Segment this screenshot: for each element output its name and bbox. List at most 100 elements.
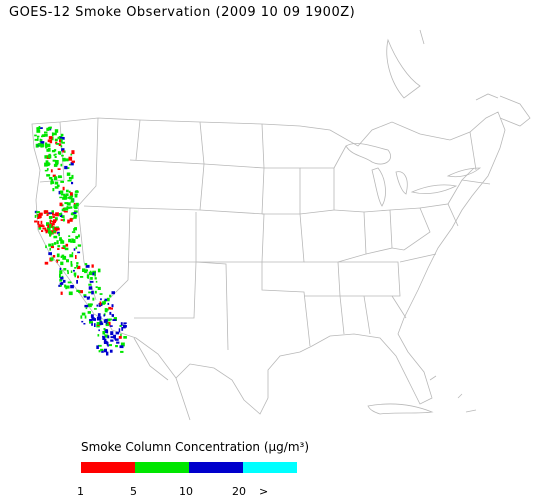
smoke-pixel xyxy=(52,214,56,216)
smoke-pixel xyxy=(59,202,63,207)
smoke-pixel xyxy=(71,198,74,203)
smoke-pixel xyxy=(89,319,93,322)
smoke-pixel xyxy=(100,348,104,351)
smoke-pixel xyxy=(44,162,48,167)
smoke-pixel xyxy=(59,190,64,194)
smoke-pixel xyxy=(65,193,69,196)
smoke-pixel xyxy=(86,274,89,278)
smoke-pixel xyxy=(64,247,69,251)
smoke-pixel xyxy=(56,240,59,245)
smoke-pixel xyxy=(59,213,63,217)
smoke-pixel xyxy=(53,219,55,222)
smoke-pixel xyxy=(44,131,48,134)
smoke-pixel xyxy=(97,313,101,317)
legend-swatch-10-20 xyxy=(189,462,243,473)
smoke-pixel xyxy=(56,184,60,188)
smoke-pixel xyxy=(40,141,45,144)
smoke-pixel xyxy=(61,247,64,249)
smoke-pixel xyxy=(95,280,98,283)
smoke-pixel xyxy=(59,284,62,287)
smoke-pixel xyxy=(111,304,114,308)
smoke-pixel xyxy=(39,224,44,227)
smoke-pixel xyxy=(50,257,54,261)
smoke-pixel xyxy=(75,255,77,259)
smoke-pixel xyxy=(61,215,65,218)
smoke-pixel xyxy=(58,175,62,179)
smoke-pixel xyxy=(40,143,45,147)
smoke-pixel xyxy=(108,318,112,321)
smoke-pixel xyxy=(62,196,66,200)
smoke-pixel xyxy=(56,143,60,145)
smoke-pixel xyxy=(49,139,53,144)
smoke-pixel xyxy=(98,329,100,332)
smoke-pixel xyxy=(67,206,71,209)
smoke-pixel xyxy=(52,221,55,226)
smoke-pixel xyxy=(44,210,49,214)
smoke-pixel xyxy=(112,319,117,321)
smoke-pixel xyxy=(90,321,93,324)
smoke-pixel xyxy=(61,154,64,157)
smoke-pixel xyxy=(54,217,58,221)
smoke-pixel xyxy=(109,325,113,327)
smoke-pixel xyxy=(60,212,62,215)
smoke-pixel xyxy=(71,231,76,233)
smoke-pixel xyxy=(71,160,75,163)
smoke-pixel xyxy=(60,261,64,266)
smoke-pixel xyxy=(54,138,58,142)
smoke-pixel xyxy=(62,186,65,191)
smoke-pixel xyxy=(77,275,79,279)
smoke-pixel xyxy=(77,251,81,254)
smoke-pixel xyxy=(59,282,62,287)
smoke-pixel xyxy=(90,277,93,280)
smoke-pixel xyxy=(84,315,87,319)
us-map xyxy=(31,29,531,421)
smoke-pixel xyxy=(96,322,101,325)
smoke-pixel xyxy=(59,267,62,271)
smoke-pixel xyxy=(54,181,59,185)
smoke-pixel xyxy=(57,136,60,139)
smoke-pixel xyxy=(47,230,52,234)
smoke-pixel xyxy=(91,322,93,326)
smoke-pixel xyxy=(63,268,67,271)
smoke-pixel xyxy=(52,174,56,177)
smoke-pixel xyxy=(65,287,68,290)
smoke-pixel xyxy=(59,139,61,143)
smoke-pixel xyxy=(52,188,55,192)
smoke-pixel xyxy=(62,218,65,222)
smoke-pixel xyxy=(65,208,69,211)
smoke-pixel xyxy=(57,248,60,250)
smoke-pixel xyxy=(52,255,56,258)
smoke-pixel xyxy=(91,264,94,268)
smoke-pixel xyxy=(73,216,77,219)
smoke-pixel xyxy=(58,143,62,146)
smoke-pixel xyxy=(94,308,97,310)
smoke-pixel xyxy=(58,284,61,287)
smoke-pixel xyxy=(104,298,108,301)
smoke-pixel xyxy=(39,138,42,143)
smoke-pixel xyxy=(96,345,99,349)
smoke-pixel xyxy=(104,348,107,353)
smoke-pixel xyxy=(35,211,40,214)
smoke-pixel xyxy=(44,228,47,232)
smoke-pixel xyxy=(89,303,93,306)
legend-swatch-1-5 xyxy=(81,462,135,473)
smoke-pixel xyxy=(116,341,120,344)
smoke-pixel xyxy=(107,302,110,305)
smoke-pixel xyxy=(60,276,64,280)
smoke-pixel xyxy=(83,323,86,325)
smoke-pixel xyxy=(49,126,52,129)
smoke-pixel xyxy=(85,264,90,268)
smoke-pixel xyxy=(71,150,75,155)
smoke-pixel xyxy=(89,319,91,324)
smoke-pixel xyxy=(67,219,70,224)
smoke-pixel xyxy=(71,238,74,242)
smoke-pixel xyxy=(94,277,97,280)
smoke-pixel xyxy=(68,176,73,180)
smoke-pixel xyxy=(66,202,71,206)
smoke-pixel xyxy=(107,322,111,326)
smoke-pixel xyxy=(109,311,112,315)
smoke-pixel xyxy=(48,136,53,140)
smoke-pixel xyxy=(37,214,42,219)
smoke-pixel xyxy=(46,222,50,227)
smoke-pixel xyxy=(53,242,57,245)
